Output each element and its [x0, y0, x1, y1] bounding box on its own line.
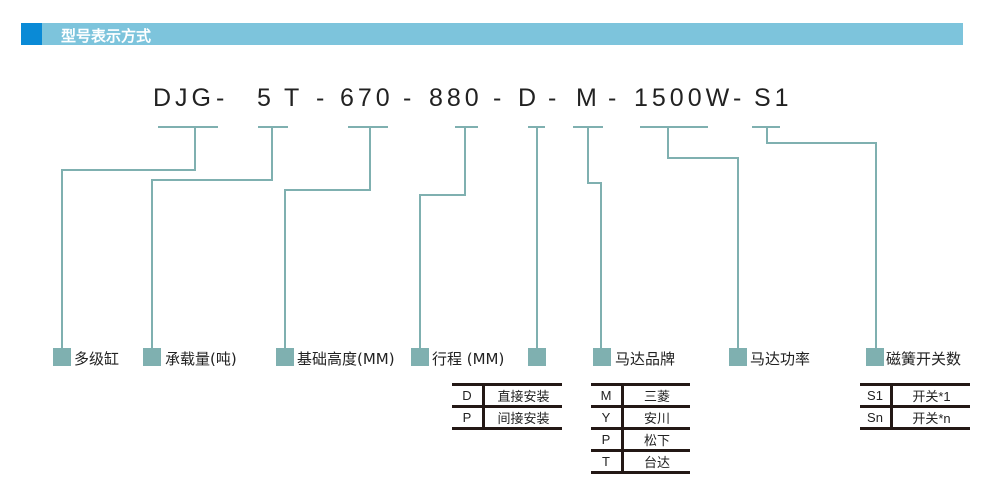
table-row: M 三菱 [591, 383, 690, 408]
code: M [591, 383, 624, 408]
code: T [591, 449, 624, 474]
connector [61, 127, 196, 350]
model-base-height: 670 [340, 84, 394, 112]
marker-box [528, 348, 546, 366]
table-row: Y 安川 [591, 405, 690, 430]
code: D [452, 383, 485, 408]
connector [284, 127, 371, 350]
code: S1 [860, 383, 893, 408]
table-row: T 台达 [591, 449, 690, 474]
name: 松下 [622, 427, 690, 452]
dash: - [733, 84, 746, 112]
label-stroke: 行程 (MM) [432, 350, 505, 368]
code: Y [591, 405, 624, 430]
label-motor-power: 马达功率 [750, 350, 811, 368]
section-title: 型号表示方式 [61, 27, 152, 45]
motor-brand-table: M 三菱 Y 安川 P 松下 T 台达 [591, 383, 690, 474]
label-capacity: 承载量(吨) [165, 350, 237, 368]
table-row: P 松下 [591, 427, 690, 452]
name: 直接安装 [483, 383, 562, 408]
model-switch-count: S1 [754, 84, 793, 112]
connector [151, 127, 273, 350]
model-capacity-unit: T [284, 84, 304, 112]
name: 开关*1 [891, 383, 970, 408]
section-header: 型号表示方式 [21, 23, 963, 45]
table-row: P 间接安装 [452, 405, 562, 430]
connector [419, 127, 466, 350]
code: P [591, 427, 624, 452]
marker-box [276, 348, 294, 366]
marker-box [866, 348, 884, 366]
switch-table: S1 开关*1 Sn 开关*n [860, 383, 970, 430]
label-motor-brand: 马达品牌 [615, 350, 676, 368]
table-row: D 直接安装 [452, 383, 562, 408]
label-switch-count: 磁簧开关数 [886, 350, 962, 368]
label-base-height: 基础高度(MM) [297, 350, 395, 368]
table-row: Sn 开关*n [860, 405, 970, 430]
install-table: D 直接安装 P 间接安装 [452, 383, 562, 430]
dash: - [493, 84, 506, 112]
dash: - [216, 84, 229, 112]
model-motor-power: 1500W [634, 84, 734, 112]
code: Sn [860, 405, 893, 430]
model-series: DJG [153, 84, 215, 112]
name: 间接安装 [483, 405, 562, 430]
name: 台达 [622, 449, 690, 474]
model-install: D [518, 84, 541, 112]
header-accent-block [21, 23, 42, 45]
marker-box [593, 348, 611, 366]
marker-box [143, 348, 161, 366]
model-stroke: 880 [429, 84, 483, 112]
dash: - [403, 84, 416, 112]
marker-box [729, 348, 747, 366]
connector [766, 127, 877, 350]
dash: - [316, 84, 329, 112]
model-stages: 5 [257, 84, 275, 112]
code: P [452, 405, 485, 430]
model-motor-brand: M [576, 84, 601, 112]
connector [587, 127, 602, 350]
marker-box [53, 348, 71, 366]
table-row: S1 开关*1 [860, 383, 970, 408]
label-stages: 多级缸 [74, 350, 120, 368]
name: 安川 [622, 405, 690, 430]
dash: - [548, 84, 561, 112]
connector [667, 127, 739, 350]
name: 三菱 [622, 383, 690, 408]
name: 开关*n [891, 405, 970, 430]
dash: - [608, 84, 621, 112]
marker-box [411, 348, 429, 366]
